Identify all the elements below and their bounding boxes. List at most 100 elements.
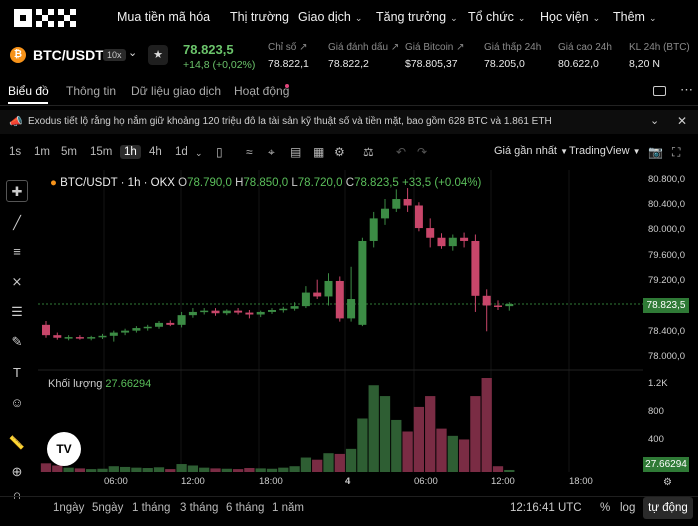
candle-body [313,292,322,297]
emoji-icon[interactable]: ☺ [10,395,24,410]
volume-label: Khối lượng [48,378,103,390]
chevron-down-icon[interactable]: ⌄ [128,47,138,59]
chart-style-icon[interactable]: ⌖ [268,145,275,159]
volume-bar [52,465,63,472]
legend-open: 78.790,0 [187,177,232,189]
okx-logo[interactable] [14,8,80,28]
settings-gear-icon[interactable]: ⚙ [663,477,672,488]
log-toggle[interactable]: log [620,502,636,514]
settings-gear-icon[interactable]: ⚙ [334,145,345,159]
tf-5m[interactable]: 5m [61,146,77,158]
chevron-down-icon: ⌄ [592,13,601,23]
horizontal-lines-icon[interactable]: ≡ [13,244,21,259]
range-5d[interactable]: 5ngày [92,502,124,514]
more-icon[interactable]: ⋯ [680,82,693,97]
magnet-icon[interactable]: ∩ [12,487,22,502]
text-tool-icon[interactable]: T [13,365,21,380]
stat-label-mark[interactable]: Giá đánh dấu ↗ [328,42,400,53]
nav-markets[interactable]: Thị trường [230,10,289,24]
range-1y[interactable]: 1 năm [272,502,304,514]
candle-body [98,335,107,338]
legend-c-label: C [345,177,355,189]
indicators-icon[interactable]: ≈ [246,145,253,159]
nav-trade[interactable]: Giao dịch ⌄ [298,10,362,24]
candle-body [166,322,175,325]
chart-grid [103,170,570,472]
trend-line-icon[interactable]: ╱ [13,215,21,230]
tab-trading-data[interactable]: Dữ liệu giao dịch [131,84,222,98]
announcement-text[interactable]: Exodus tiết lộ rằng họ nắm giữ khoảng 12… [28,116,552,127]
range-1m[interactable]: 1 tháng [132,502,171,514]
nav-academy[interactable]: Học viện ⌄ [540,10,600,24]
redo-icon[interactable]: ↷ [417,145,428,159]
stat-label-index[interactable]: Chỉ số ↗ [268,42,308,53]
window-icon[interactable] [653,86,666,96]
time-tick: 12:00 [181,476,205,487]
nav-institutions[interactable]: Tổ chức ⌄ [468,10,525,24]
brush-icon[interactable]: ✎ [11,334,23,349]
candle-body [460,237,469,241]
candle-body [290,306,299,309]
candle-body [109,332,118,336]
template-icon[interactable]: ▤ [290,145,302,159]
star-icon[interactable]: ★ [148,45,168,65]
notification-dot [285,84,289,88]
candle-body [347,299,356,319]
tf-1h[interactable]: 1h [120,145,141,159]
tab-activity[interactable]: Hoạt động [234,84,290,98]
nav-more[interactable]: Thêm ⌄ [613,10,657,24]
price-tick: 79.200,0 [648,275,685,286]
undo-icon[interactable]: ↶ [396,145,407,159]
chevron-down-icon: ▼ [560,147,568,156]
tf-1m[interactable]: 1m [34,146,50,158]
volume-bar [187,465,199,472]
chart-type-select[interactable]: TradingView ▼ [569,145,641,157]
stat-label-bitcoin[interactable]: Giá Bitcoin ↗ [405,42,465,53]
zoom-in-icon[interactable]: ⊕ [11,464,23,479]
chevron-down-icon[interactable]: ⌄ [650,115,660,127]
price-type-label: Giá gần nhất [494,145,557,157]
chart-type-label: TradingView [569,145,630,157]
auto-scale-toggle[interactable]: tự động [643,497,693,519]
compare-icon[interactable]: ▦ [313,145,325,159]
stat-value-high: 80.622,0 [558,58,599,70]
price-type-select[interactable]: Giá gần nhất ▼ [494,145,568,157]
tab-info[interactable]: Thông tin [66,84,117,98]
crosshair-icon[interactable]: ✚ [6,180,28,202]
tradingview-logo[interactable]: TV [47,432,81,466]
fib-icon[interactable]: ☰ [11,304,23,319]
chevron-down-icon[interactable]: ⌄ [195,148,203,158]
range-6m[interactable]: 6 tháng [226,502,265,514]
tf-15m[interactable]: 15m [90,146,113,158]
legend-l-label: L [291,177,298,189]
tab-chart[interactable]: Biểu đồ [8,84,49,98]
utc-clock[interactable]: 12:16:41 UTC [510,502,582,514]
price-chart[interactable] [38,170,643,472]
range-1d[interactable]: 1ngày [53,502,85,514]
percent-toggle[interactable]: % [600,502,611,514]
tf-1d[interactable]: 1d [175,146,188,158]
camera-icon[interactable]: 📷 [648,145,663,159]
volume-bar [278,467,289,472]
price-tick: 80.000,0 [648,224,685,235]
range-3m[interactable]: 3 tháng [180,502,219,514]
volume-tick: 400 [648,434,664,445]
stat-value-mark: 78.822,2 [328,58,369,70]
nav-grow[interactable]: Tăng trưởng ⌄ [376,10,458,24]
fullscreen-icon[interactable]: ⛶ [672,145,681,159]
pattern-icon[interactable]: ⨯ [11,274,23,289]
ruler-icon[interactable]: 📏 [8,435,26,450]
time-tick: 18:00 [569,476,593,487]
tf-4h[interactable]: 4h [149,146,162,158]
bitcoin-icon: ₿ [10,47,26,63]
tf-1s[interactable]: 1s [9,146,22,158]
candles-icon[interactable]: ▯ [216,145,223,159]
candle-body [426,228,435,238]
stat-value-volume: 8,20 N [629,58,660,70]
close-icon[interactable]: ✕ [677,114,688,128]
volume-bar [379,396,391,472]
nav-buy-crypto[interactable]: Mua tiền mã hóa [117,10,210,24]
scale-icon[interactable]: ⚖ [363,145,374,159]
pair-selector[interactable]: BTC/USDT [33,47,104,63]
volume-tick: 1.2K [648,378,668,389]
